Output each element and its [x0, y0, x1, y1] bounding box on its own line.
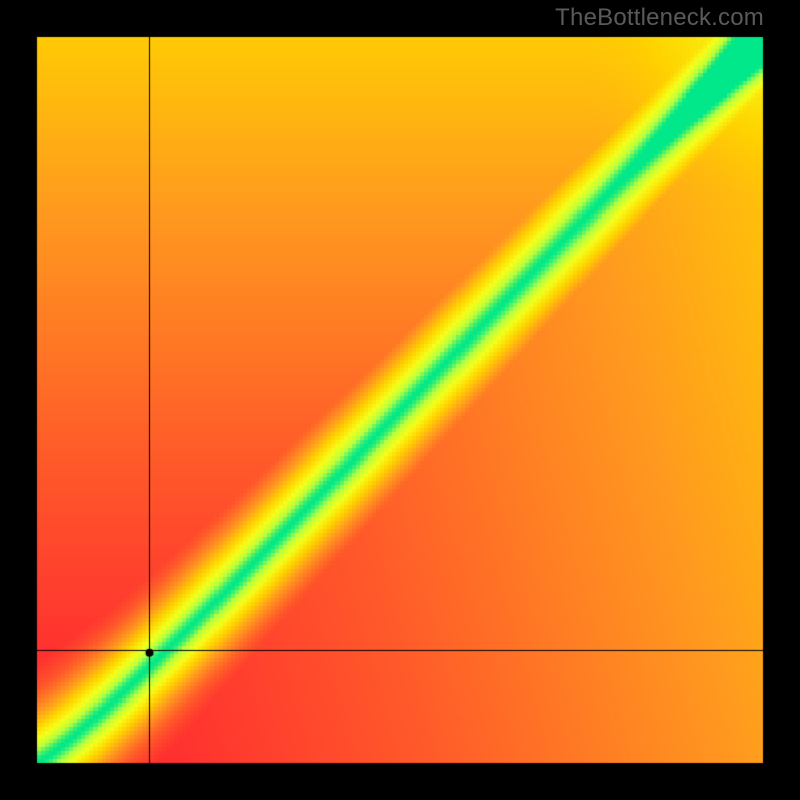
- chart-container: TheBottleneck.com: [0, 0, 800, 800]
- watermark-text: TheBottleneck.com: [555, 4, 764, 32]
- bottleneck-heatmap-canvas: [0, 0, 800, 800]
